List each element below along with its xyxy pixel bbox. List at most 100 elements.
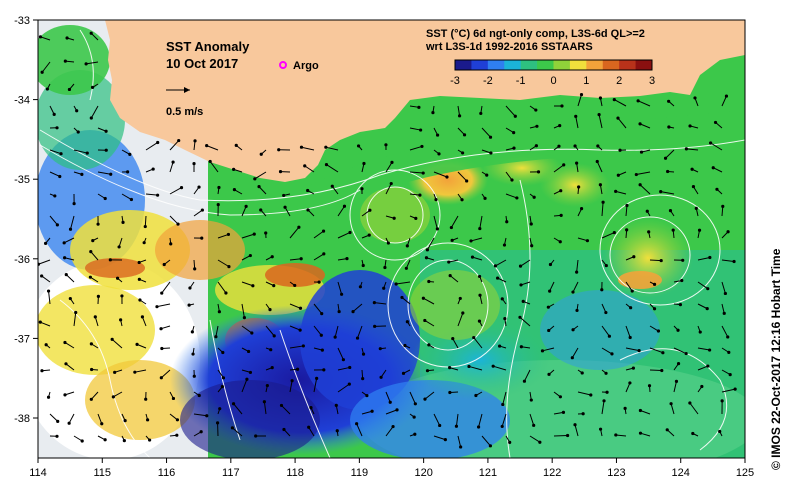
current-arrow (577, 237, 588, 242)
current-arrow-head (351, 310, 355, 314)
current-arrow-head (390, 160, 394, 164)
current-arrow-head (405, 244, 409, 248)
current-arrow-head (56, 419, 60, 423)
current-arrow-head (414, 216, 418, 220)
current-arrow (639, 123, 651, 129)
current-arrow-head (123, 419, 127, 423)
current-arrow-head (573, 144, 577, 148)
current-arrow-head (454, 424, 459, 428)
current-arrow-head (467, 364, 471, 369)
current-arrow-head (290, 379, 294, 383)
current-arrow-head (89, 116, 93, 120)
current-arrow-head (226, 232, 231, 237)
current-arrow (409, 193, 420, 196)
current-arrow-head (254, 434, 258, 438)
current-arrow-head (690, 167, 694, 171)
current-arrow-head (307, 425, 311, 429)
current-arrow-head (93, 315, 97, 319)
current-arrow-head (519, 283, 523, 287)
current-arrow (40, 36, 51, 41)
current-arrow (615, 434, 627, 437)
current-arrow-head (638, 122, 642, 126)
latitude-axis: -33 -34 -35 -36 -37 -38 (14, 15, 38, 425)
current-arrow-head (320, 348, 324, 352)
current-arrow-head (144, 397, 148, 401)
current-arrow-head (160, 291, 164, 295)
current-arrow-head (100, 422, 104, 426)
current-arrow-head (413, 432, 417, 436)
current-arrow (241, 281, 254, 287)
current-arrow-head (188, 286, 192, 290)
current-arrow-head (216, 203, 220, 207)
current-arrow-head (392, 216, 396, 220)
current-arrow-head (697, 228, 702, 232)
current-arrow (686, 148, 699, 151)
current-arrow (625, 325, 631, 338)
current-arrow-head (315, 376, 319, 380)
current-arrow-head (68, 227, 73, 231)
lat-tick-label: -38 (14, 413, 30, 425)
current-arrow (433, 215, 438, 229)
current-arrow (241, 303, 245, 318)
current-arrow-head (129, 197, 134, 202)
current-arrow (121, 193, 132, 200)
current-arrow-head (303, 164, 307, 168)
current-arrow (308, 426, 315, 437)
colorbar-tick-label: 3 (649, 75, 655, 87)
current-arrow-head (636, 99, 640, 103)
current-arrow-head (197, 185, 201, 189)
current-arrow (577, 391, 591, 396)
current-arrow (289, 303, 301, 309)
current-arrow (409, 127, 421, 131)
current-arrow-head (423, 397, 427, 401)
current-arrow-head (140, 315, 145, 319)
current-arrow (495, 259, 507, 267)
current-arrow (721, 325, 729, 338)
current-arrow (49, 171, 60, 177)
current-vectors (38, 31, 737, 449)
current-arrow-head (324, 145, 328, 149)
current-arrow-head (362, 161, 366, 166)
current-arrow-head (579, 207, 584, 211)
current-arrow-head (493, 264, 498, 268)
current-arrow-head (470, 255, 475, 259)
current-arrow (284, 206, 291, 217)
current-arrow-head (420, 144, 424, 149)
current-arrow-head (52, 112, 56, 117)
current-arrow-head (394, 282, 398, 286)
current-arrow (215, 325, 219, 337)
current-arrow-head (546, 305, 550, 309)
current-arrow-head (128, 152, 132, 157)
current-arrow-head (489, 151, 493, 155)
current-arrow-head (268, 307, 272, 312)
current-arrow (49, 149, 62, 155)
current-arrow-head (483, 196, 487, 200)
current-arrow-head (674, 379, 679, 383)
current-arrow-head (610, 352, 614, 356)
current-arrow-head (500, 424, 504, 429)
current-arrow-head (612, 230, 616, 235)
current-arrow (697, 281, 709, 290)
current-arrow-head (248, 370, 253, 375)
current-arrow (409, 145, 423, 151)
current-arrow-head (666, 169, 670, 174)
current-arrow (289, 345, 304, 349)
current-arrow (721, 388, 736, 393)
current-arrow (575, 116, 579, 129)
current-arrow-head (718, 429, 722, 434)
lon-tick-label: 114 (29, 467, 47, 479)
current-arrow-head (575, 161, 579, 165)
current-arrow-head (659, 258, 663, 263)
current-arrow-head (632, 255, 636, 259)
current-arrow-head (629, 306, 633, 310)
current-arrow-head (335, 429, 339, 433)
plot-frame (37, 19, 746, 459)
current-arrow (710, 142, 723, 151)
current-arrow-head (434, 197, 438, 202)
colorbar-swatch (586, 60, 604, 70)
current-arrow-head (688, 401, 692, 405)
current-arrow-head (80, 172, 84, 177)
current-arrow (64, 342, 75, 349)
current-arrow (232, 427, 243, 437)
current-arrow-head (538, 440, 542, 444)
